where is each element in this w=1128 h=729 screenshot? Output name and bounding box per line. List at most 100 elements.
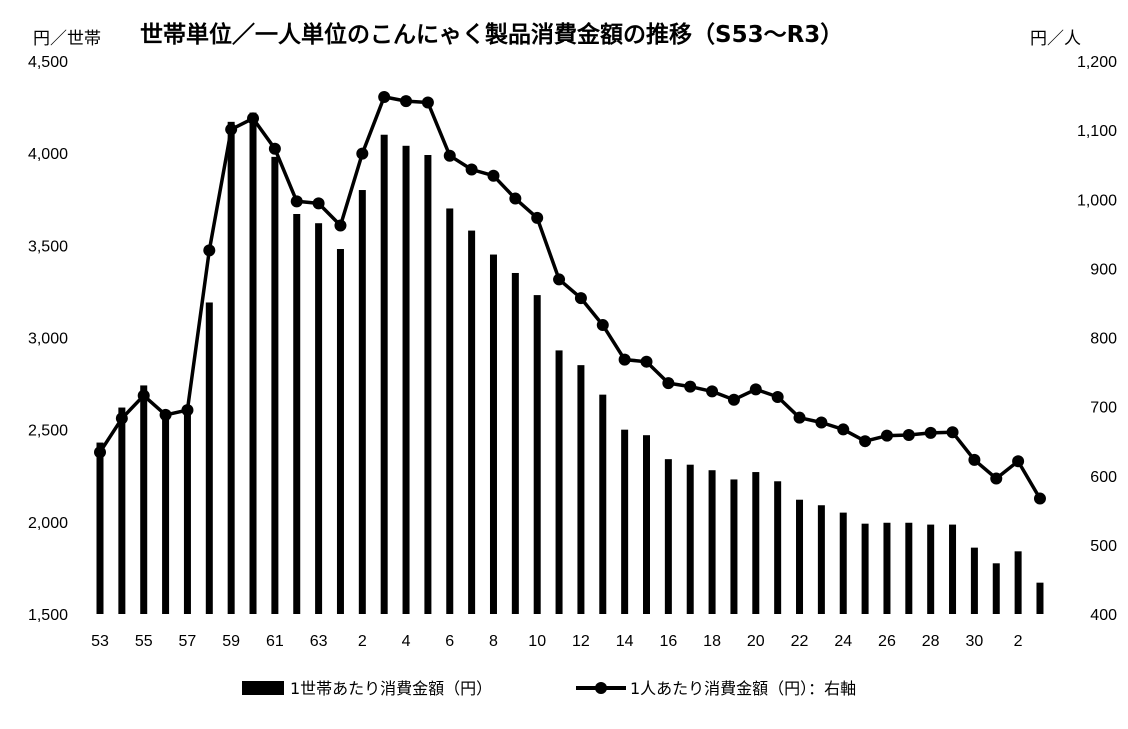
bar	[599, 394, 607, 614]
legend-line-marker	[595, 682, 607, 694]
bar	[905, 522, 913, 614]
bar	[1014, 551, 1022, 614]
bar	[686, 464, 694, 614]
bar	[183, 411, 191, 614]
x-tick-label: 2	[358, 633, 367, 650]
legend-line-label: 1人あたり消費金額（円）：右軸	[630, 679, 856, 698]
bar	[227, 121, 235, 614]
bar	[315, 223, 323, 615]
bar	[839, 512, 847, 614]
line-point	[312, 197, 325, 210]
bar	[96, 442, 104, 614]
bar	[336, 249, 344, 614]
line-point	[859, 435, 872, 448]
x-tick-label: 63	[310, 633, 328, 650]
bar	[817, 505, 825, 614]
bar	[643, 435, 650, 614]
left-tick-label: 4,000	[28, 146, 68, 163]
x-tick-label: 6	[445, 633, 454, 650]
line-point	[290, 195, 303, 208]
left-tick-label: 3,500	[28, 238, 68, 255]
line-point	[181, 404, 194, 417]
bar	[664, 459, 672, 614]
line-point	[815, 416, 828, 429]
left-tick-label: 1,500	[28, 607, 68, 624]
left-tick-label: 4,500	[28, 54, 68, 71]
bar-series	[96, 112, 1044, 615]
bar	[752, 472, 760, 614]
legend-bar-label: 1世帯あたり消費金額（円）	[290, 679, 492, 698]
right-tick-label: 500	[1090, 538, 1117, 555]
line-point	[553, 273, 566, 286]
bar	[861, 523, 869, 614]
line-point	[706, 385, 719, 398]
line-point	[115, 412, 128, 425]
bar	[358, 190, 366, 615]
line-point	[968, 453, 981, 466]
line-point	[574, 292, 587, 305]
line-point	[509, 192, 522, 205]
x-tick-label: 2	[1014, 633, 1023, 650]
bar	[992, 563, 1000, 614]
line-point	[771, 390, 784, 403]
right-tick-label: 1,200	[1077, 54, 1117, 71]
bar	[140, 385, 148, 614]
bar	[796, 499, 804, 614]
bar	[555, 350, 563, 614]
line-point	[443, 149, 456, 162]
x-tick-label: 57	[179, 633, 197, 650]
line-point	[924, 426, 937, 439]
x-tick-label: 26	[878, 633, 896, 650]
bar	[533, 295, 541, 614]
right-axis-ticks: 400 500 600 700 800 900 1,000 1,100 1,200	[1077, 54, 1117, 624]
right-tick-label: 1,000	[1077, 192, 1117, 209]
chart-title: 世帯単位／一人単位のこんにゃく製品消費金額の推移（S53～R3）	[140, 21, 843, 48]
x-tick-label: 14	[616, 633, 634, 650]
bar	[489, 254, 497, 615]
bar	[249, 112, 257, 614]
left-tick-label: 2,500	[28, 423, 68, 440]
bar	[774, 481, 782, 614]
x-tick-label: 30	[966, 633, 984, 650]
bar	[402, 145, 410, 614]
line-point	[793, 411, 806, 424]
x-tick-label: 22	[791, 633, 809, 650]
bar	[271, 156, 279, 614]
line-point	[465, 163, 478, 176]
legend-bar-swatch	[242, 681, 284, 695]
bar	[118, 407, 126, 614]
bar	[708, 470, 716, 614]
line-point	[727, 393, 740, 406]
bar	[380, 134, 388, 614]
x-tick-label: 61	[266, 633, 284, 650]
line-point	[378, 90, 391, 103]
line-point	[990, 472, 1003, 485]
line-point	[203, 244, 216, 257]
x-axis-ticks: 53 55 57 59 61 63 2 4 6 8 10 12 14 16 18 20 22 24 26 28 30 2	[91, 633, 1023, 650]
bar	[577, 365, 585, 614]
x-tick-label: 53	[91, 633, 109, 650]
line-point	[334, 219, 347, 232]
left-axis-unit: 円／世帯	[33, 29, 101, 49]
line-point	[421, 96, 434, 109]
bar	[927, 524, 935, 614]
line-point	[268, 142, 281, 155]
x-tick-label: 10	[528, 633, 546, 650]
bar	[424, 155, 432, 614]
left-tick-label: 3,000	[28, 331, 68, 348]
bar	[468, 230, 476, 614]
x-tick-label: 24	[834, 633, 852, 650]
x-tick-label: 16	[659, 633, 677, 650]
line-point	[662, 377, 675, 390]
line-point	[837, 423, 850, 436]
bar	[446, 208, 454, 614]
line-point	[137, 389, 150, 402]
right-tick-label: 800	[1090, 331, 1117, 348]
line-point	[1012, 455, 1025, 468]
line-point	[356, 147, 369, 160]
bar	[205, 302, 213, 614]
right-tick-label: 400	[1090, 607, 1117, 624]
right-tick-label: 1,100	[1077, 123, 1117, 140]
